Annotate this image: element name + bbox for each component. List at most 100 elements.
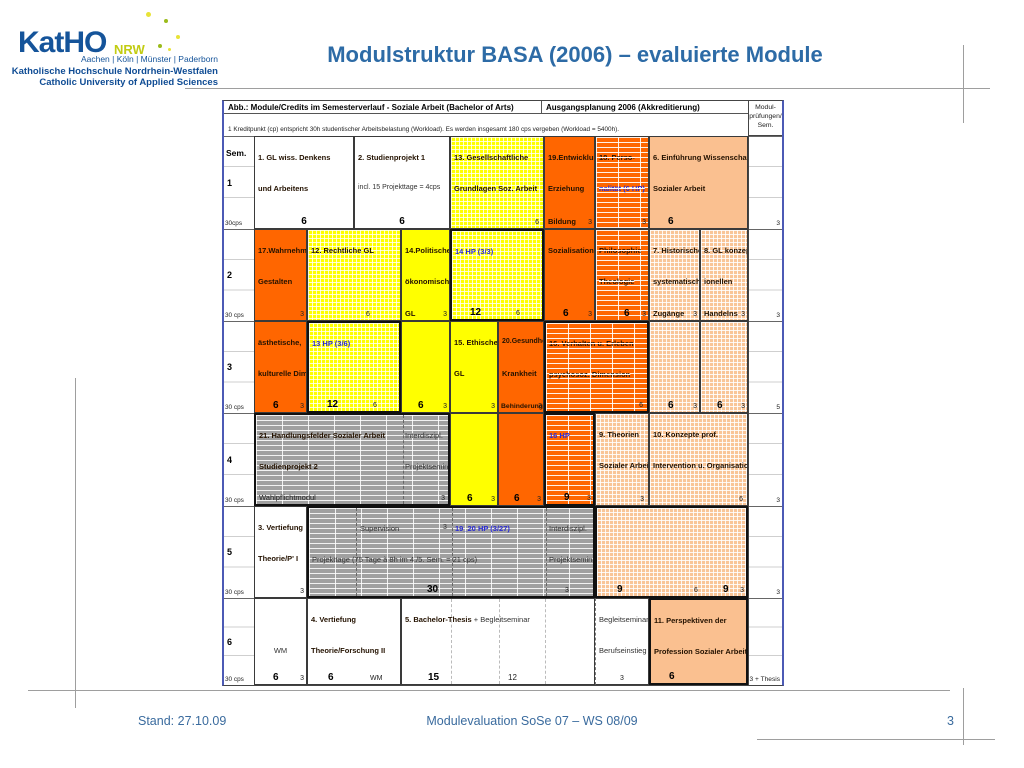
credit-value: 3 xyxy=(740,587,744,594)
module-wm: WM 6 3 xyxy=(254,598,307,685)
credit-value: 3 xyxy=(640,496,644,503)
credit-value: 6 xyxy=(418,400,424,411)
module-14-hp: 14 HP (3/3) 12 6 xyxy=(450,229,544,321)
credit-value: 3 xyxy=(693,311,697,318)
module-title: 12. Rechtliche GL xyxy=(311,246,374,255)
logo-dot-icon xyxy=(176,35,180,39)
module-hp-note: 16 HP xyxy=(549,431,570,440)
module-title: 19.Entwicklung xyxy=(548,153,594,162)
module-6-einfuehrung-wissenschaft: 6. Einführung Wissenschaft Sozialer Arbe… xyxy=(649,136,748,229)
divider-line xyxy=(75,378,76,708)
row-label-sem3: 3 30 cps xyxy=(224,321,254,413)
logo-dot-icon xyxy=(168,48,171,51)
module-11-perspektiven: 11. Perspektiven der Profession Sozialer… xyxy=(649,598,748,685)
module-title: 1. GL wiss. Denkens xyxy=(258,153,331,162)
module-sub: Intervention u. Organisation xyxy=(653,461,748,470)
credit-value: 6 xyxy=(563,308,569,319)
grid-line xyxy=(403,415,404,504)
module-title: 21. Handlungsfelder Sozialer Arbeit xyxy=(259,431,386,440)
exam-cell: 3 xyxy=(748,229,782,321)
module-title: 11. Perspektiven der xyxy=(654,616,727,625)
credit-value: 3 xyxy=(537,496,541,503)
module-8-gl-konzeptionellen-handelns: 8. GL konzept- ionellen Handelns 3 xyxy=(700,229,748,321)
module-title: 10. Konzepte prof. xyxy=(653,430,719,439)
module-20-gesundheit-krankheit: 20.Gesundheit Krankheit Behinderung 3 xyxy=(498,321,544,413)
module-sub: Interdiszipl. xyxy=(549,524,587,533)
grid-line xyxy=(545,599,546,684)
row-label-sem4: 4 30 cps xyxy=(224,413,254,506)
module-12-rechtliche-gl: 12. Rechtliche GL 6 xyxy=(307,229,401,321)
exam-column-header: Modul- prüfungen/ Sem. xyxy=(748,101,782,136)
divider-line xyxy=(757,739,995,740)
table-caption-left: Abb.: Module/Credits im Semesterverlauf … xyxy=(224,101,542,114)
module-18-personalitaet: 18. Perso- nalität (6 HP) 3 xyxy=(595,136,649,229)
module-1-gl-wiss-denkens: 1. GL wiss. Denkens und Arbeitens 6 xyxy=(254,136,354,229)
module-sub: GL xyxy=(454,369,465,378)
credit-value: 12 xyxy=(470,307,482,318)
credit-value: 3 xyxy=(443,524,447,531)
credit-value: 6 xyxy=(668,216,674,227)
credit-value: 3 xyxy=(741,311,745,318)
module-9-theorien: 9. Theorien Sozialer Arbeit 3 xyxy=(595,413,649,506)
sem-number: 4 xyxy=(227,454,233,465)
module-sub: WM xyxy=(273,646,288,655)
credit-value: 6 xyxy=(273,400,279,411)
credit-value: 3 xyxy=(491,496,495,503)
module-sub: und Arbeitens xyxy=(258,184,309,193)
credit-value: 3 xyxy=(620,675,624,682)
credit-value: 3 xyxy=(300,311,304,318)
credit-value: WM xyxy=(370,675,383,682)
sem-header: Sem. xyxy=(226,148,247,158)
credit-value: 12 xyxy=(508,673,517,682)
module-14-continuation: 6 3 xyxy=(401,321,450,413)
exam-cell: 5 xyxy=(748,321,782,413)
module-sub: Sozialer Arbeit xyxy=(599,461,649,470)
module-sub: Berufseinstieg xyxy=(599,646,647,655)
credit-value: 3 xyxy=(588,219,592,226)
table-note: 1 Kreditpunkt (cp) entspricht 30h studen… xyxy=(228,126,620,133)
exam-cell: 3 xyxy=(748,136,782,229)
module-title: 16. Verhalten u. Erleben xyxy=(549,339,634,348)
exam-value: 3 + Thesis xyxy=(749,676,780,683)
logo-name-en: Catholic University of Applied Sciences xyxy=(39,77,218,88)
page-title: Modulstruktur BASA (2006) – evaluierte M… xyxy=(327,42,823,67)
module-title: 13. Gesellschaftliche xyxy=(454,153,529,162)
module-table: Abb.: Module/Credits im Semesterverlauf … xyxy=(222,100,784,686)
credit-value: 6 xyxy=(273,672,279,683)
footer-title: Modulevaluation SoSe 07 – WS 08/09 xyxy=(426,714,638,728)
module-sub: GL xyxy=(405,309,416,318)
module-sub: Erziehung xyxy=(548,184,585,193)
page-number: 3 xyxy=(947,714,954,728)
credit-value: 9 xyxy=(564,492,570,503)
credit-value: 15 xyxy=(428,672,440,683)
module-17-aesthetische-kulturelle: ästhetische, kulturelle Dim. 6 3 xyxy=(254,321,307,413)
logo-dot-icon xyxy=(146,12,151,17)
module-sub: kulturelle Dim. xyxy=(258,369,307,378)
module-title: 8. GL konzept- xyxy=(704,246,747,255)
module-sub: psychosoz. Dimension xyxy=(549,370,631,379)
credit-value: 3 xyxy=(441,495,445,502)
credit-value: 6 xyxy=(467,493,473,504)
credit-value: 6 xyxy=(514,493,520,504)
credit-value: 3 xyxy=(587,495,591,502)
exam-value: 3 xyxy=(776,312,780,319)
sem-number: 3 xyxy=(227,362,233,373)
credit-value: 3 xyxy=(588,311,592,318)
credit-value: 3 xyxy=(300,675,304,682)
module-sub: Studienprojekt 2 xyxy=(259,462,318,471)
cps-label: 30 cps xyxy=(225,312,244,319)
credit-value: 9 xyxy=(723,584,729,595)
katho-logo: KatHO NRW Aachen | Köln | Münster | Pade… xyxy=(12,8,218,90)
exam-value: 3 xyxy=(776,497,780,504)
cps-label: 30 cps xyxy=(225,497,244,504)
module-16-hp: 16 HP 9 3 xyxy=(544,413,595,506)
logo-region: NRW xyxy=(114,42,145,57)
credit-value: 6 xyxy=(624,308,630,319)
module-sub: Begleitseminar xyxy=(599,615,649,624)
module-8-continuation: 6 3 xyxy=(700,321,748,413)
module-sub: systematische xyxy=(653,277,700,286)
module-sub: ökonomische xyxy=(405,277,450,286)
module-3-vertiefung: 3. Vertiefung Theorie/P' I 3 xyxy=(254,506,307,598)
module-title: Sozialisation xyxy=(548,246,594,255)
module-sub: + Begleitseminar xyxy=(473,615,530,624)
